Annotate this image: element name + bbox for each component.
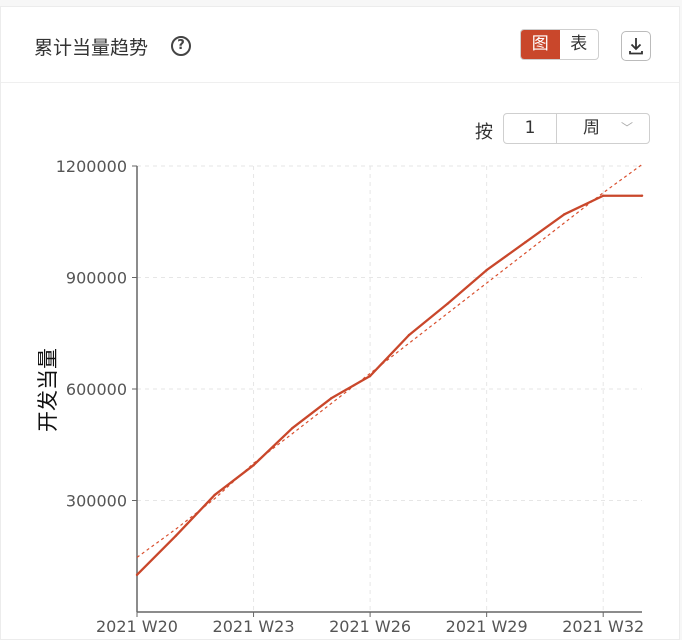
x-tick-label: 2021 W26 [329,617,411,636]
data-point [213,493,216,497]
period-number-input[interactable]: 1 [504,114,557,143]
data-point [252,463,255,467]
x-tick-label: 2021 W20 [96,617,178,636]
data-point [368,374,372,378]
data-point [563,213,566,216]
chart-view-button[interactable]: 图 [521,30,560,59]
period-unit-select[interactable]: 周 ﹀ [557,114,649,143]
data-point [446,302,449,305]
download-icon [629,38,643,55]
data-point [602,194,605,197]
card-header: 累计当量趋势 ? 图 表 [1,7,679,83]
card-title: 累计当量趋势 [34,37,149,59]
trend-card: 累计当量趋势 ? 图 表 [0,6,680,640]
series-line [136,194,643,576]
download-button[interactable] [621,31,651,61]
y-axis-label: 开发当量 [36,348,60,432]
help-circle-icon[interactable]: ? [171,36,191,56]
trend-line [136,164,643,558]
period-label: 按 [475,122,493,143]
data-point [524,240,527,244]
y-tick-label: 1200000 [56,157,127,176]
x-tick-label: 2021 W29 [446,617,528,636]
period-selector: 1 周 ﹀ [503,113,650,144]
x-tick-label: 2021 W23 [213,617,295,636]
data-point [485,268,488,272]
data-point [291,426,294,430]
data-point [135,573,139,577]
y-tick-label: 600000 [66,380,127,399]
view-toggle: 图 表 [520,29,599,60]
y-tick-label: 900000 [66,269,127,288]
chevron-down-icon: ﹀ [620,121,633,135]
data-point [407,333,411,337]
data-point [174,534,178,538]
period-unit-value: 周 [583,118,600,138]
data-point [330,397,333,400]
data-point [640,194,644,197]
y-tick-label: 300000 [66,492,127,511]
table-view-button[interactable]: 表 [570,34,588,54]
x-tick-label: 2021 W32 [562,617,644,636]
